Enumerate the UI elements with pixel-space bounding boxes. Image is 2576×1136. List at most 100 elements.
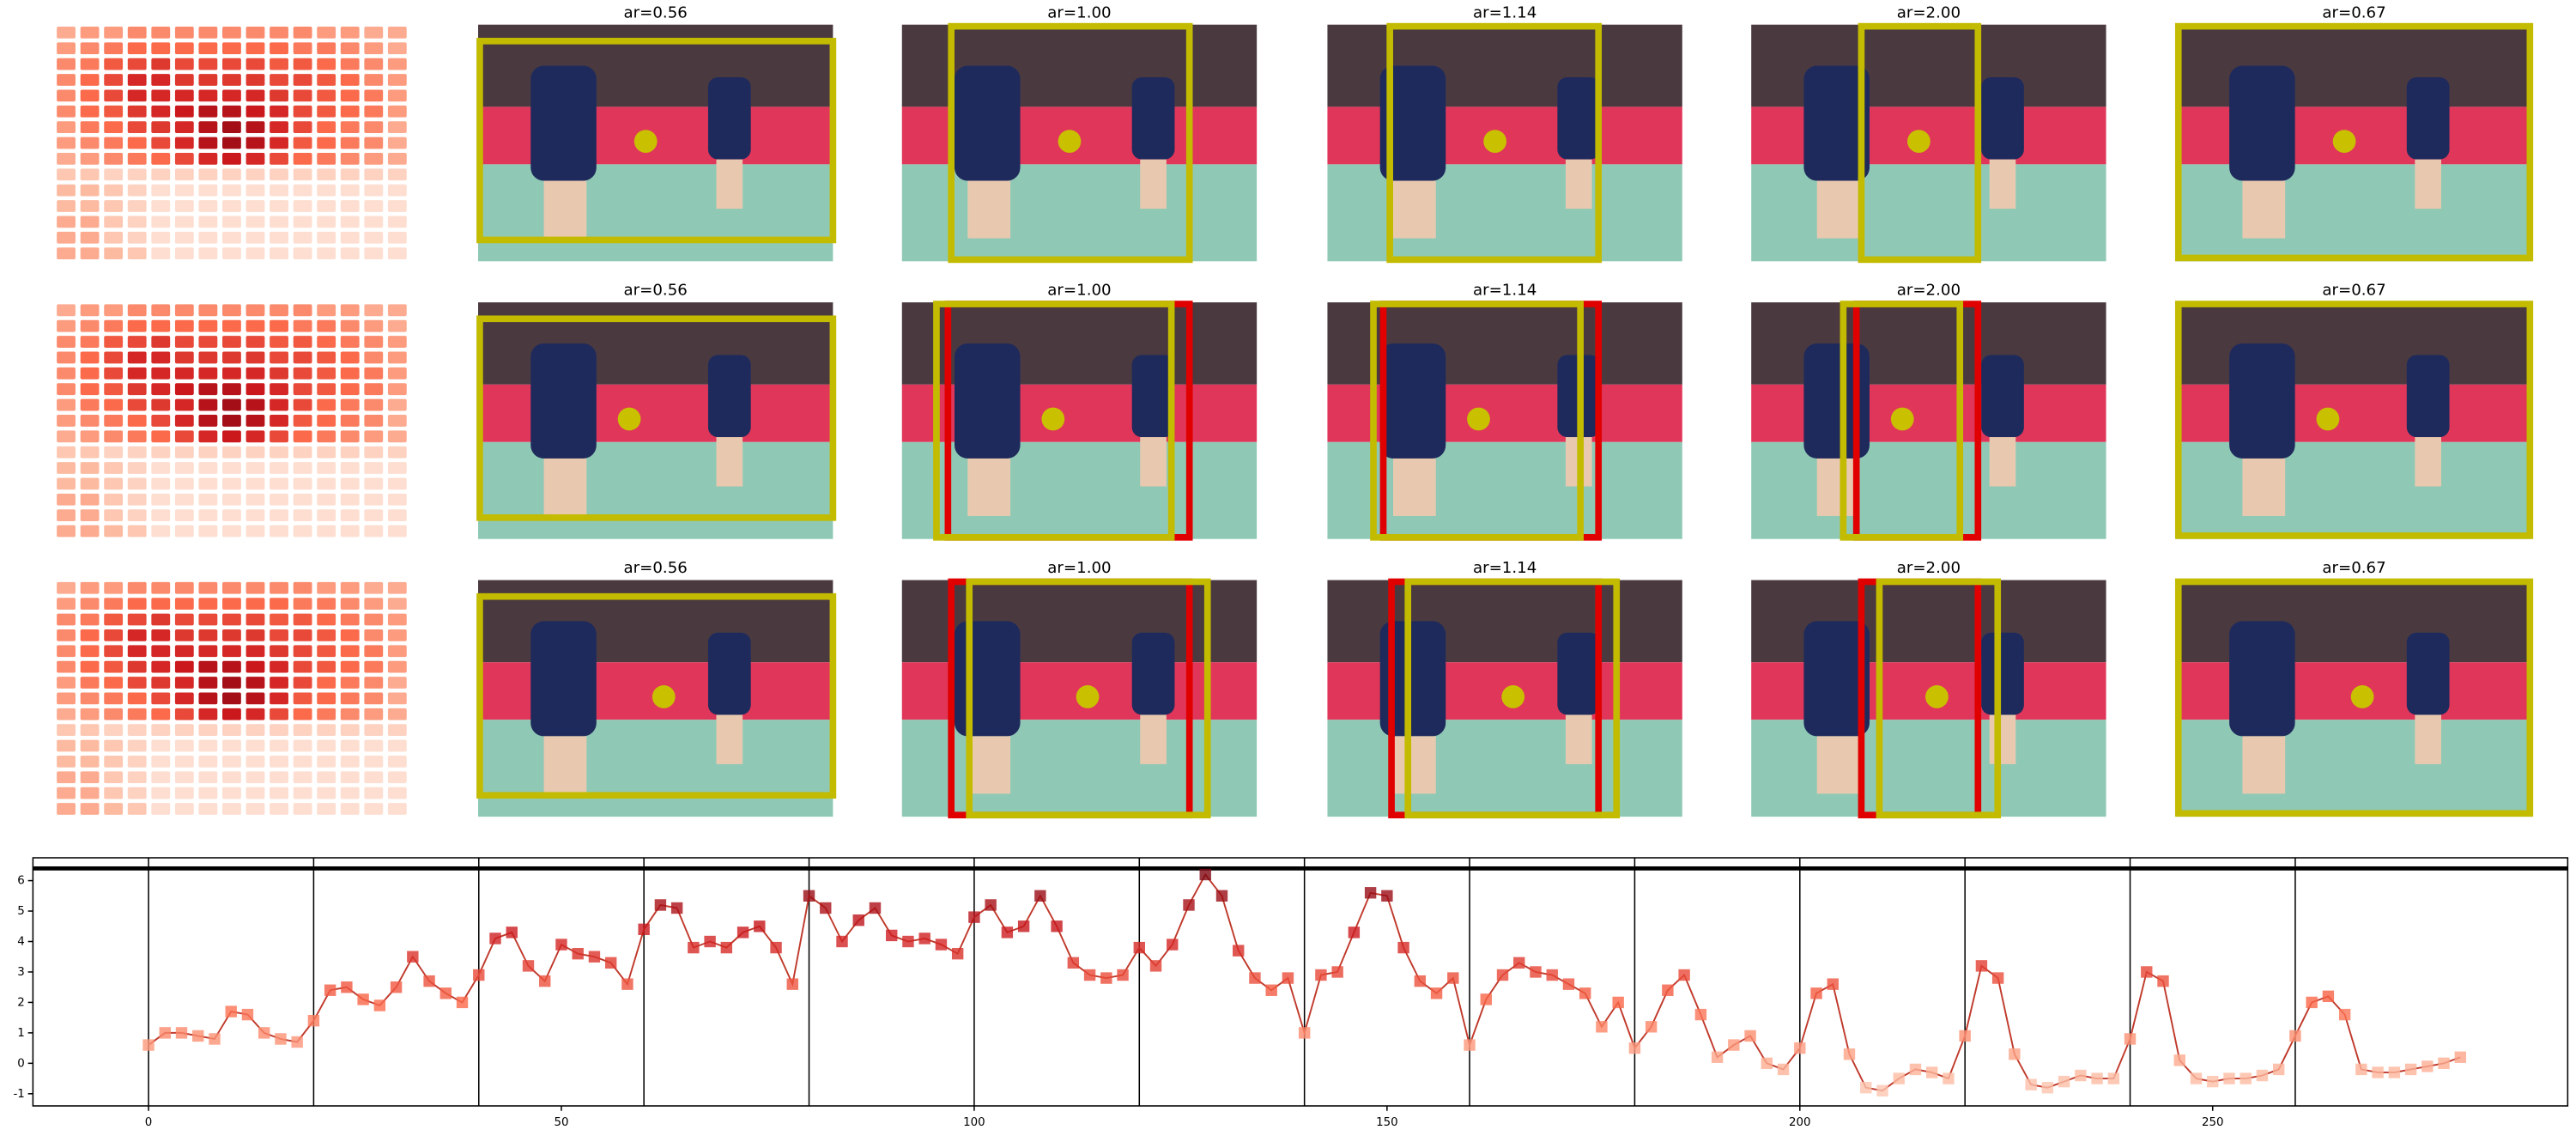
image-floor [2176, 164, 2532, 262]
heatmap-cell [57, 771, 76, 784]
heatmap-cell [80, 613, 100, 626]
heatmap-cell [387, 803, 407, 815]
heatmap-cell [317, 200, 336, 212]
heatmap-cell [317, 415, 336, 427]
heatmap-cell [340, 137, 360, 149]
heatmap-cell [222, 58, 241, 70]
heatmap-cell [80, 319, 100, 332]
player-legs [1816, 458, 1860, 516]
point-marker [456, 996, 469, 1009]
heatmap-cell [364, 152, 384, 165]
heatmap-cell [104, 645, 124, 658]
heatmap-cell [174, 74, 194, 86]
yellow-box [1840, 301, 1964, 541]
heatmap-cell [198, 645, 218, 658]
player-legs [1392, 736, 1436, 794]
point-marker [2157, 975, 2169, 987]
heatmap-cell [151, 645, 171, 658]
point-marker [555, 939, 567, 951]
heatmap-cell [387, 105, 407, 118]
heatmap-cell [222, 525, 241, 538]
heatmap-cell [174, 121, 194, 134]
heatmap-cell [364, 42, 384, 55]
heatmap-cell [317, 787, 336, 799]
heatmap-cell [317, 629, 336, 641]
heatmap-cell [151, 755, 171, 768]
heatmap-cell [80, 677, 100, 689]
player [707, 355, 751, 438]
yellow-box [2174, 22, 2534, 262]
point-marker [2009, 1048, 2021, 1060]
player-legs [716, 714, 743, 764]
heatmap-cell [198, 660, 218, 673]
heatmap-cell [174, 493, 194, 506]
player-legs [543, 180, 587, 239]
heatmap-cell [317, 383, 336, 396]
heatmap-cell [340, 336, 360, 348]
heatmap-cell [127, 755, 147, 768]
heatmap-cell [174, 803, 194, 815]
heatmap-cell [174, 398, 194, 411]
heatmap-cell [387, 477, 407, 490]
heatmap-cell [317, 613, 336, 626]
point-marker [2322, 990, 2335, 1003]
heatmap-cell [317, 739, 336, 752]
heatmap-cell [270, 477, 288, 490]
heatmap-cell [80, 708, 100, 720]
point-marker [209, 1033, 221, 1045]
heatmap-cell [340, 692, 360, 705]
heatmap-cell [174, 319, 194, 332]
player [1803, 621, 1870, 737]
heatmap-cell [198, 446, 218, 459]
heatmap-cell [340, 42, 360, 55]
point-marker [324, 984, 336, 996]
point-marker [820, 902, 832, 914]
heatmap-cell [80, 89, 100, 102]
heatmap-cell [80, 121, 100, 134]
player-legs [1392, 180, 1436, 239]
point-marker [1034, 890, 1046, 902]
point-marker [1233, 945, 1245, 957]
heatmap-cell [57, 645, 76, 658]
heatmap-cell [340, 629, 360, 641]
heatmap-cell [57, 739, 76, 752]
heatmap-cell [80, 351, 100, 364]
heatmap-cell [104, 319, 124, 332]
heatmap-cell [104, 137, 124, 149]
point-marker [1711, 1051, 1724, 1063]
heatmap-cell [151, 493, 171, 506]
point-marker [588, 951, 601, 963]
heatmap-cell [198, 168, 218, 181]
point-marker [869, 902, 882, 914]
heatmap-cell [104, 430, 124, 443]
heatmap-cell [104, 477, 124, 490]
heatmap-cell [222, 247, 241, 259]
heatmap-cell [222, 446, 241, 459]
image-floor [1327, 441, 1682, 539]
heatmap-cell [222, 42, 241, 55]
heatmap-cell [293, 724, 312, 736]
heatmap-cell [127, 383, 147, 396]
heatmap-cell [270, 42, 288, 55]
heatmap-cell [387, 168, 407, 181]
shuttle-marker [1483, 130, 1507, 153]
heatmap-cell [270, 446, 288, 459]
heatmap-cell [293, 105, 312, 118]
heatmap-cell [222, 803, 241, 815]
heatmap-cell [387, 398, 407, 411]
point-marker [1876, 1084, 1888, 1097]
player-legs [967, 736, 1011, 794]
heatmap-cell [80, 477, 100, 490]
heatmap-cell [364, 598, 384, 611]
heatmap-cell [387, 304, 407, 317]
shuttle-marker [2350, 685, 2374, 708]
heatmap-cell [127, 74, 147, 86]
heatmap-cell [317, 247, 336, 259]
heatmap-cell [151, 247, 171, 259]
heatmap-cell [270, 430, 288, 443]
heatmap-cell [80, 247, 100, 259]
heatmap-cell [104, 58, 124, 70]
heatmap-cell [127, 367, 147, 380]
point-marker [1925, 1066, 1938, 1078]
